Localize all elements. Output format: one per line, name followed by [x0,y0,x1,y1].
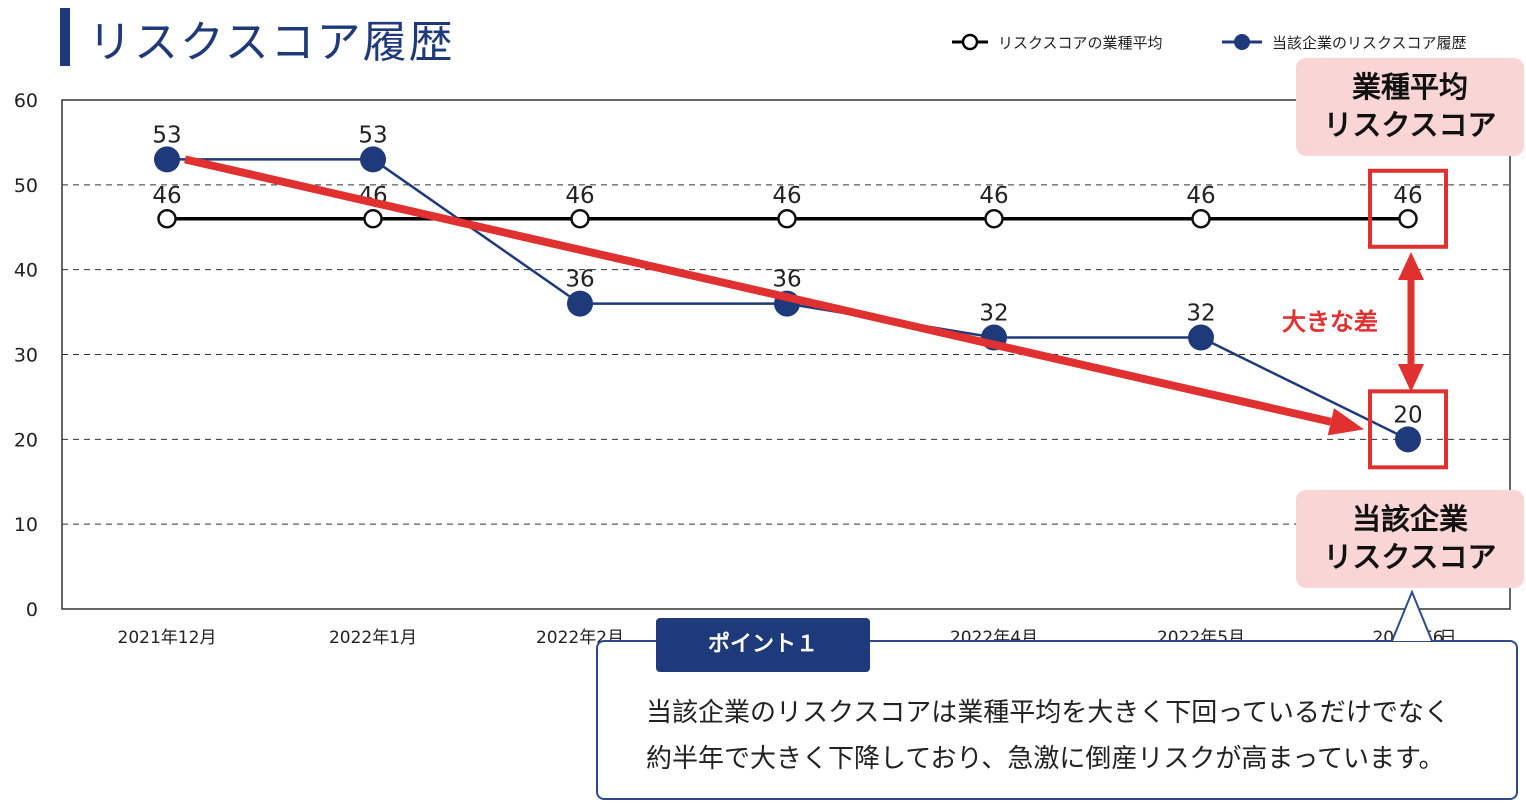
company-data-label: 32 [1186,301,1215,327]
company-point [1395,426,1421,453]
difference-label: 大きな差 [1282,308,1378,336]
company-point [360,146,386,173]
industry-data-label: 46 [1186,183,1215,209]
company-data-label: 36 [565,267,594,293]
company-data-label: 20 [1393,402,1422,428]
difference-arrow-head-up [1398,252,1424,280]
title-accent-bar [60,8,70,66]
plot-frame [61,99,1511,610]
company-point [567,290,593,317]
company-data-label: 53 [358,122,387,148]
y-tick-label: 10 [14,514,38,536]
callout-line2: 約半年で大きく下降しており、急激に倒産リスクが高まっています。 [646,744,1445,774]
company-point [154,146,180,173]
industry-highlight-box [1368,168,1448,249]
company-box-line1: 当該企業 [1351,502,1468,536]
industry-point [777,209,797,229]
trend-arrow-shaft [184,155,1332,426]
y-tick-label: 60 [14,90,38,112]
industry-point [363,209,383,229]
company-box-line2: リスクスコア [1323,540,1497,574]
company-point [1188,324,1214,351]
industry-point [1398,209,1418,229]
company-data-label: 36 [772,267,801,293]
industry-point [570,209,590,229]
trend-arrow-head [1327,408,1364,436]
legend-label-company: 当該企業のリスクスコア履歴 [1272,34,1467,52]
difference-arrow-head-down [1398,364,1424,392]
company-data-label: 32 [979,301,1008,327]
industry-average-box: 業種平均 リスクスコア [1296,58,1524,156]
page-title: リスクスコア履歴 [88,17,455,68]
industry-box-line1: 業種平均 [1351,70,1468,104]
point-badge: ポイント１ [656,618,870,672]
y-tick-label: 40 [14,260,38,282]
industry-data-label: 46 [565,183,594,209]
company-highlight-box [1368,389,1448,470]
industry-data-label: 46 [152,183,181,209]
industry-point [157,209,177,229]
legend-label-industry: リスクスコアの業種平均 [998,34,1163,52]
industry-data-label: 46 [979,183,1008,209]
industry-box-line2: リスクスコア [1323,108,1497,142]
industry-data-label: 46 [772,183,801,209]
callout-line1: 当該企業のリスクスコアは業種平均を大きく下回っているだけでなく [646,698,1450,728]
company-data-label: 53 [152,122,181,148]
legend-marker-company [1234,34,1250,50]
y-tick-label: 30 [14,345,38,367]
y-tick-label: 50 [14,175,38,197]
callout-text: 当該企業のリスクスコアは業種平均を大きく下回っているだけでなく 約半年で大きく下… [646,690,1506,782]
industry-point [984,209,1004,229]
y-tick-label: 20 [14,429,38,451]
industry-data-label: 46 [1393,183,1422,209]
x-tick-label: 2021年12月 [118,628,217,648]
x-tick-label: 2022年1月 [329,628,417,648]
legend-marker-industry [961,33,979,51]
company-score-box: 当該企業 リスクスコア [1296,490,1524,588]
y-tick-label: 0 [26,599,38,621]
industry-point [1191,209,1211,229]
